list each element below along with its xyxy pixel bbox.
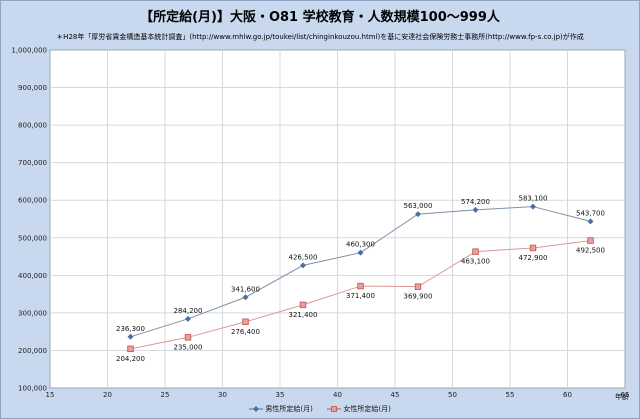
x-tick-label: 35 bbox=[276, 391, 285, 399]
chart-subtitle: ＊H28年「厚労省賃金構造基本統計調査」(http://www.mhlw.go.… bbox=[56, 33, 584, 41]
data-label-male: 341,600 bbox=[231, 285, 260, 293]
y-tick-label: 900,000 bbox=[18, 84, 47, 92]
x-tick-label: 15 bbox=[46, 391, 55, 399]
data-label-male: 426,500 bbox=[289, 253, 318, 261]
data-point-male bbox=[357, 249, 364, 256]
x-tick-label: 30 bbox=[218, 391, 227, 399]
data-point-female bbox=[184, 334, 192, 341]
y-tick-label: 600,000 bbox=[18, 197, 47, 205]
data-point-female bbox=[242, 318, 249, 325]
x-axis-unit-label: 年齢 bbox=[615, 392, 629, 401]
data-label-female: 492,500 bbox=[576, 247, 605, 255]
y-tick-label: 200,000 bbox=[18, 347, 47, 355]
chart-title: 【所定給(月)】大阪・O81 学校教育・人数規模100～999人 bbox=[140, 10, 500, 25]
data-point-male bbox=[127, 333, 134, 340]
x-tick-label: 50 bbox=[448, 391, 457, 399]
data-point-female bbox=[414, 283, 422, 290]
data-label-male: 236,300 bbox=[116, 325, 145, 333]
y-tick-label: 400,000 bbox=[18, 272, 47, 280]
legend: 男性所定給(月) 女性所定給(月) bbox=[0, 404, 640, 414]
data-point-male bbox=[472, 206, 479, 213]
data-point-male bbox=[415, 211, 421, 218]
y-tick-label: 100,000 bbox=[18, 385, 47, 393]
legend-item-female: 女性所定給(月) bbox=[327, 405, 391, 413]
data-label-female: 371,400 bbox=[346, 292, 375, 300]
data-label-female: 472,900 bbox=[519, 254, 548, 262]
legend-label-female: 女性所定給(月) bbox=[343, 405, 391, 413]
x-tick-label: 65 bbox=[621, 391, 630, 399]
data-label-female: 204,200 bbox=[116, 355, 145, 363]
legend-item-male: 男性所定給(月) bbox=[249, 405, 315, 413]
data-label-male: 563,000 bbox=[404, 202, 433, 210]
data-label-male: 543,700 bbox=[576, 209, 605, 217]
x-tick-label: 55 bbox=[506, 391, 515, 399]
data-point-female bbox=[529, 244, 537, 252]
y-tick-label: 1,000,000 bbox=[11, 47, 47, 55]
data-point-female bbox=[299, 301, 307, 309]
x-tick-label: 60 bbox=[563, 391, 572, 399]
data-label-female: 369,900 bbox=[404, 293, 433, 301]
legend-label-male: 男性所定給(月) bbox=[265, 405, 313, 413]
x-tick-label: 25 bbox=[161, 391, 170, 399]
y-tick-label: 500,000 bbox=[18, 234, 47, 242]
data-label-male: 284,200 bbox=[174, 307, 203, 315]
data-label-female: 321,400 bbox=[289, 311, 318, 319]
y-tick-label: 300,000 bbox=[18, 309, 47, 317]
data-point-female bbox=[127, 345, 134, 353]
y-tick-label: 800,000 bbox=[18, 122, 47, 130]
data-point-female bbox=[587, 237, 594, 244]
data-label-female: 235,000 bbox=[174, 343, 203, 351]
data-label-female: 463,100 bbox=[461, 258, 490, 266]
data-label-male: 583,100 bbox=[519, 195, 548, 203]
data-point-male bbox=[242, 294, 249, 301]
data-point-male bbox=[530, 203, 536, 210]
data-label-male: 460,300 bbox=[346, 241, 375, 249]
x-tick-label: 45 bbox=[391, 391, 400, 399]
data-label-female: 276,400 bbox=[231, 328, 260, 336]
data-point-female bbox=[357, 282, 364, 290]
data-point-male bbox=[300, 262, 306, 269]
y-tick-label: 700,000 bbox=[18, 159, 47, 167]
data-point-male bbox=[587, 218, 594, 225]
data-point-male bbox=[185, 315, 191, 322]
data-point-female bbox=[472, 248, 479, 255]
data-label-male: 574,200 bbox=[461, 198, 490, 206]
x-tick-label: 40 bbox=[333, 391, 342, 399]
x-tick-label: 20 bbox=[103, 391, 112, 399]
